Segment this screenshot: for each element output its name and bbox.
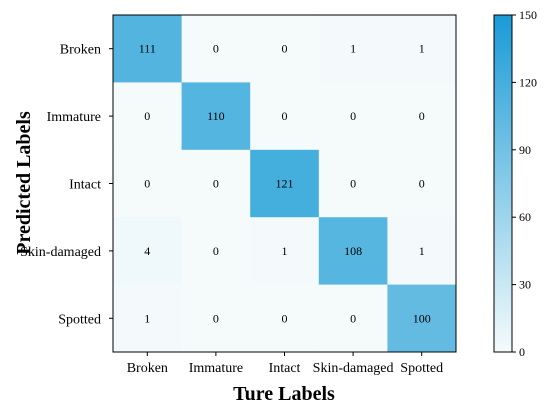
heatmap-cell bbox=[387, 82, 457, 151]
heatmap-cell bbox=[113, 149, 183, 218]
heatmap-cell bbox=[387, 284, 457, 353]
heatmap-cell bbox=[181, 149, 251, 218]
x-tick-label: Spotted bbox=[400, 361, 443, 376]
heatmap-cell bbox=[318, 284, 388, 353]
y-tick-label: Intact bbox=[69, 178, 101, 193]
cell-value-label: 4 bbox=[144, 244, 150, 258]
y-tick-label: Immature bbox=[47, 110, 101, 125]
y-tick-label: Broken bbox=[60, 43, 101, 58]
heatmap-cell bbox=[181, 284, 251, 353]
heatmap-cell bbox=[250, 217, 320, 286]
y-tick-label: Skin-damaged bbox=[20, 245, 101, 260]
heatmap-cell bbox=[113, 82, 183, 151]
heatmap-cell bbox=[181, 15, 251, 83]
cell-value-label: 0 bbox=[144, 109, 150, 123]
cell-value-label: 0 bbox=[213, 244, 219, 258]
heatmap-cell bbox=[181, 82, 251, 151]
colorbar-ticks: 0 30 60 90 120 150 bbox=[512, 8, 537, 359]
heatmap-cell bbox=[318, 149, 388, 218]
cell-value-label: 0 bbox=[213, 177, 219, 191]
cell-value-label: 0 bbox=[350, 109, 356, 123]
cell-value-label: 0 bbox=[419, 177, 425, 191]
heatmap-cell bbox=[318, 217, 388, 286]
cell-value-label: 0 bbox=[350, 177, 356, 191]
cell-value-label: 1 bbox=[419, 42, 425, 56]
cell-value-label: 1 bbox=[350, 42, 356, 56]
x-tick-label: Broken bbox=[127, 361, 168, 376]
heatmap-cell bbox=[387, 15, 457, 83]
y-axis-ticks: Broken Immature Intact Skin-damaged Spotted bbox=[20, 43, 113, 327]
cell-value-label: 0 bbox=[282, 311, 288, 325]
cell-value-label: 110 bbox=[207, 109, 225, 123]
cell-value-label: 0 bbox=[350, 311, 356, 325]
cell-value-label: 0 bbox=[282, 109, 288, 123]
heatmap-cell bbox=[250, 284, 320, 353]
heatmap-cell bbox=[113, 15, 183, 83]
heatmap-cell bbox=[250, 15, 320, 83]
cell-value-label: 0 bbox=[419, 109, 425, 123]
cell-value-label: 121 bbox=[276, 177, 294, 191]
cell-value-label: 0 bbox=[213, 311, 219, 325]
heatmap-cell bbox=[181, 217, 251, 286]
x-axis-label: Ture Labels bbox=[233, 383, 335, 405]
heatmap-cells bbox=[113, 15, 457, 353]
cell-value-label: 100 bbox=[413, 311, 431, 325]
cell-value-label: 108 bbox=[344, 244, 362, 258]
heatmap-cell bbox=[387, 217, 457, 286]
heatmap-cell bbox=[318, 82, 388, 151]
heatmap-cell bbox=[113, 284, 183, 353]
cell-value-label: 1 bbox=[419, 244, 425, 258]
y-axis-label: Predicted Labels bbox=[13, 111, 35, 255]
x-tick-label: Intact bbox=[269, 361, 301, 376]
heatmap-cell bbox=[387, 149, 457, 218]
x-tick-label: Skin-damaged bbox=[313, 361, 394, 376]
colorbar-tick-label: 60 bbox=[519, 210, 531, 224]
colorbar bbox=[493, 14, 513, 353]
heatmap-cell bbox=[113, 217, 183, 286]
heatmap-cell bbox=[250, 82, 320, 151]
cell-value-label: 1 bbox=[144, 311, 150, 325]
cell-value-label: 0 bbox=[282, 42, 288, 56]
colorbar-tick-label: 30 bbox=[519, 278, 531, 292]
colorbar-tick-label: 0 bbox=[519, 345, 525, 359]
heatmap-cell bbox=[250, 149, 320, 218]
colorbar-tick-label: 120 bbox=[519, 75, 537, 89]
colorbar-tick-label: 90 bbox=[519, 143, 531, 157]
cell-value-label: 1 bbox=[282, 244, 288, 258]
cell-value-label: 0 bbox=[213, 42, 219, 56]
heatmap-cell bbox=[318, 15, 388, 83]
x-tick-label: Immature bbox=[189, 361, 243, 376]
x-axis-ticks: Broken Immature Intact Skin-damaged Spotted bbox=[127, 352, 443, 376]
cell-value-label: 0 bbox=[144, 177, 150, 191]
y-tick-label: Spotted bbox=[58, 312, 101, 327]
colorbar-tick-label: 150 bbox=[519, 8, 537, 22]
cell-value-label: 111 bbox=[139, 42, 156, 56]
